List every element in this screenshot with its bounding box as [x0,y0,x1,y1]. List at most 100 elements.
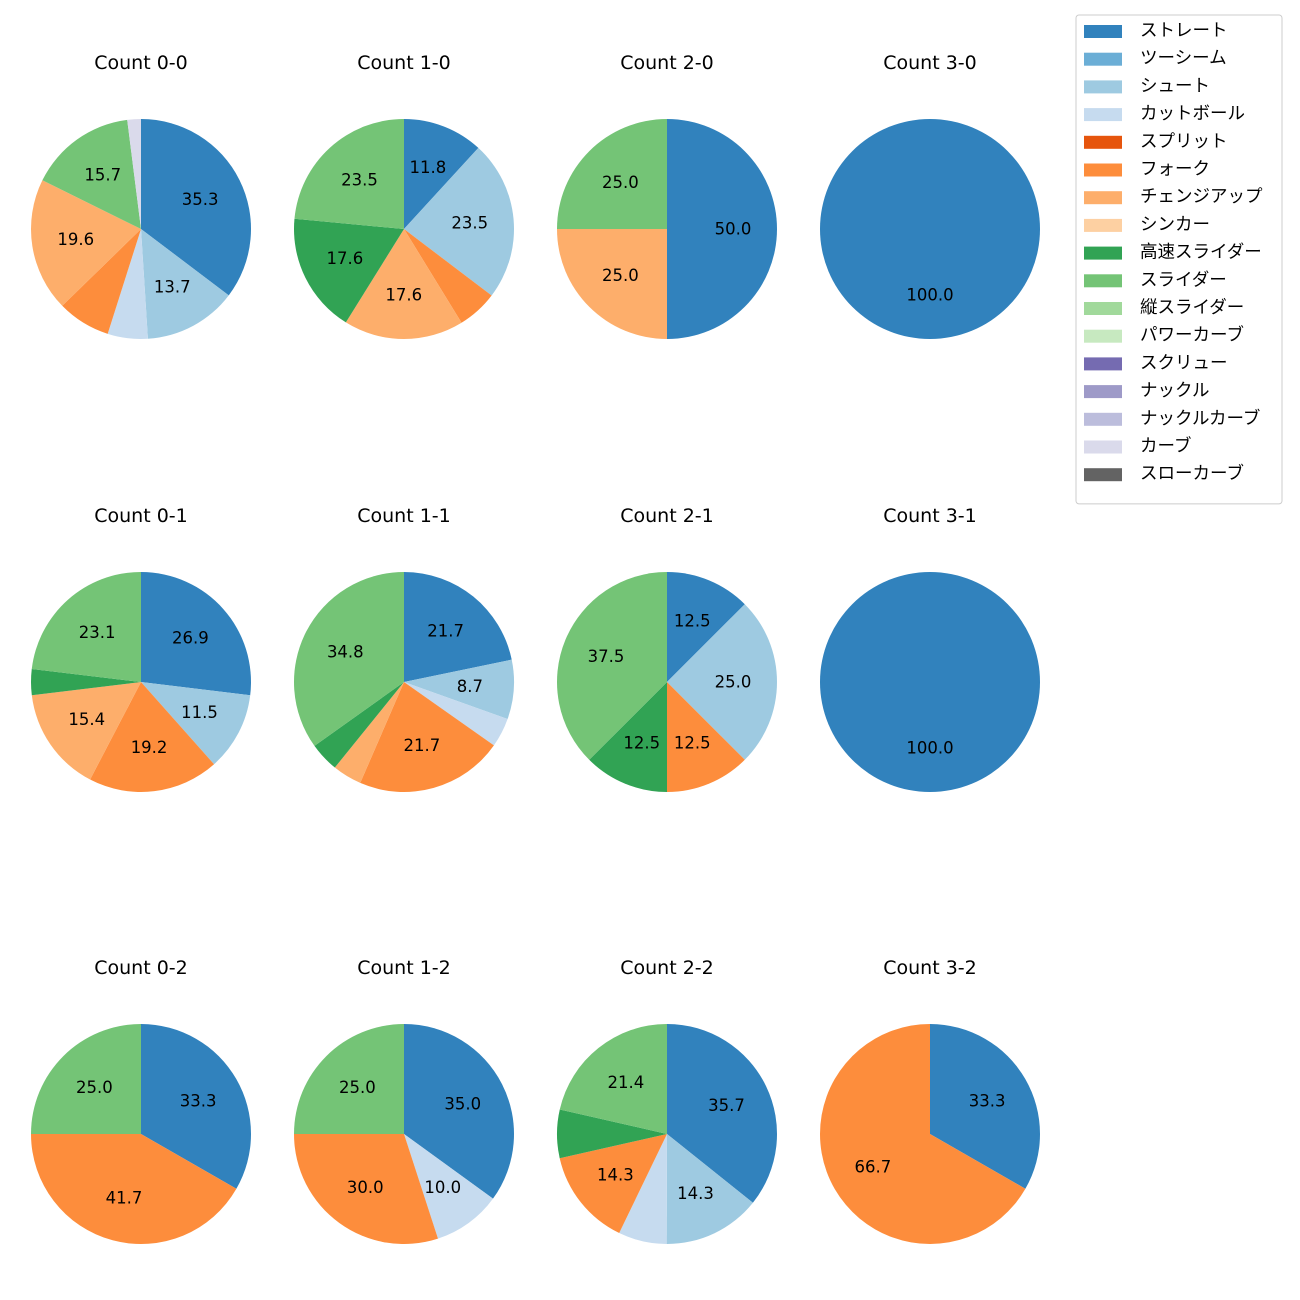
pie-6: Count 1-1 21.7 8.7 21.7 34.8 [293,505,515,793]
pie-slice-ストレート [930,1024,1041,1189]
legend-swatch [1084,80,1122,94]
pie-slice-label: 21.4 [607,1073,644,1092]
pie-slice-カットボール [107,229,148,339]
legend-swatch [1084,108,1122,122]
pie-slice-フォーク [559,1134,667,1234]
pie-slice-label: 13.7 [154,278,191,297]
legend-label: ナックルカーブ [1140,408,1260,429]
pie-slice-label: 21.7 [427,621,464,640]
pie-slice-ストレート [404,119,479,229]
legend-label: ツーシーム [1140,49,1227,69]
pie-title: Count 0-2 [94,957,188,979]
legend-label: フォーク [1140,160,1210,180]
pie-4: Count 3-0 100.0 [820,52,1040,339]
pie-title: Count 2-1 [620,505,714,527]
legend-label: 高速スライダー [1140,243,1262,263]
pie-slice-label: 25.0 [602,266,639,285]
pie-slice-label: 25.0 [602,173,639,192]
pie-slice-label: 12.5 [674,612,711,631]
pie-slice-label: 14.3 [677,1184,714,1203]
pie-5: Count 0-1 26.9 11.5 19.2 15.4 23.1 [31,505,251,792]
pie-11: Count 2-2 35.7 14.3 14.3 21.4 [556,957,778,1245]
legend-swatch [1084,274,1122,288]
pie-slice-シュート [404,147,515,296]
legend-swatch [1084,218,1122,232]
pie-slice-label: 23.1 [79,623,116,642]
legend-swatch [1084,246,1122,260]
legend-label: ストレート [1140,21,1228,41]
legend-label: チェンジアップ [1140,187,1263,207]
pie-slice-label: 21.7 [403,736,440,755]
pie-slice-スライダー [293,572,404,746]
pie-slice-label: 26.9 [172,629,209,648]
pie-slice-label: 37.5 [588,647,625,666]
pie-slice-label: 33.3 [180,1091,217,1110]
legend-frame [1075,14,1283,505]
pie-slice-label: 34.8 [327,642,364,661]
pie-slice-スライダー [294,119,404,229]
pie-slice-フォーク [90,682,215,792]
pie-slice-高速スライダー [31,669,141,696]
pies-group: Count 0-0 35.3 13.7 19.6 15.7 Count 1-0 11.8 23… [31,52,1041,1245]
pie-9: Count 0-2 33.3 41.7 25.0 [31,957,252,1245]
pie-title: Count 1-2 [357,957,451,979]
pie-slice-label: 25.0 [715,673,752,692]
pie-title: Count 0-1 [94,505,188,527]
legend-swatch [1084,52,1122,66]
legend-swatch [1084,191,1122,205]
legend-label: シンカー [1140,215,1210,235]
legend-label: カーブ [1140,436,1191,457]
legend-swatch [1084,357,1122,371]
pie-slice-フォーク [360,682,494,793]
pie-12: Count 3-2 33.3 66.7 [820,957,1041,1244]
pie-slice-フォーク [404,229,492,323]
pie-slice-label: 23.5 [451,214,488,233]
pie-slice-ストレート [820,119,1040,339]
pie-slice-label: 15.7 [84,166,121,185]
pie-title: Count 0-0 [94,52,188,74]
pie-slice-フォーク [31,1134,237,1245]
pie-title: Count 2-0 [620,52,714,74]
pie-slice-チェンジアップ [31,682,142,780]
pie-slice-label: 12.5 [674,733,711,752]
pie-2: Count 1-0 11.8 23.5 17.6 17.6 23.5 [293,52,515,340]
pie-slice-label: 41.7 [106,1188,143,1207]
pie-slice-ストレート [141,572,251,696]
legend-swatch [1084,468,1122,482]
legend-swatch [1084,440,1122,454]
pie-slice-フォーク [667,682,745,792]
pie-slice-label: 15.4 [68,710,105,729]
pie-slice-label: 23.5 [341,171,378,190]
legend-label: スローカーブ [1140,463,1244,484]
pie-slice-カーブ [127,119,141,229]
legend-swatch [1084,412,1122,426]
legend: ストレートツーシームシュートカットボールスプリットフォークチェンジアップシンカー… [1075,14,1283,505]
pie-slice-label: 11.5 [181,703,218,722]
legend-swatch [1084,163,1122,177]
legend-label: 縦スライダー [1140,298,1244,318]
legend-label: シュート [1140,76,1210,96]
pie-slice-label: 14.3 [597,1166,634,1185]
pie-slice-ストレート [667,1024,778,1203]
pie-slice-ストレート [141,1024,252,1189]
pie-slice-スライダー [31,1024,141,1134]
pie-slice-フォーク [820,1024,1026,1244]
pie-slice-カットボール [404,1134,493,1239]
pie-slice-シュート [141,229,229,339]
pie-slice-label: 25.0 [339,1078,376,1097]
pie-slice-シュート [404,659,515,720]
pie-slice-高速スライダー [293,218,404,323]
pie-slice-label: 33.3 [969,1091,1006,1110]
legend-swatch [1084,25,1122,38]
pie-slice-カットボール [619,1134,667,1244]
pie-slice-label: 19.6 [57,230,94,249]
pie-slice-高速スライダー [589,682,667,792]
pie-slice-label: 11.8 [410,158,447,177]
pie-slice-label: 17.6 [327,249,364,268]
pie-slice-label: 50.0 [715,220,752,239]
pie-slice-チェンジアップ [345,229,462,340]
pie-slice-label: 35.7 [708,1096,745,1115]
pie-slice-label: 8.7 [457,677,483,696]
pie-title: Count 2-2 [620,957,714,979]
